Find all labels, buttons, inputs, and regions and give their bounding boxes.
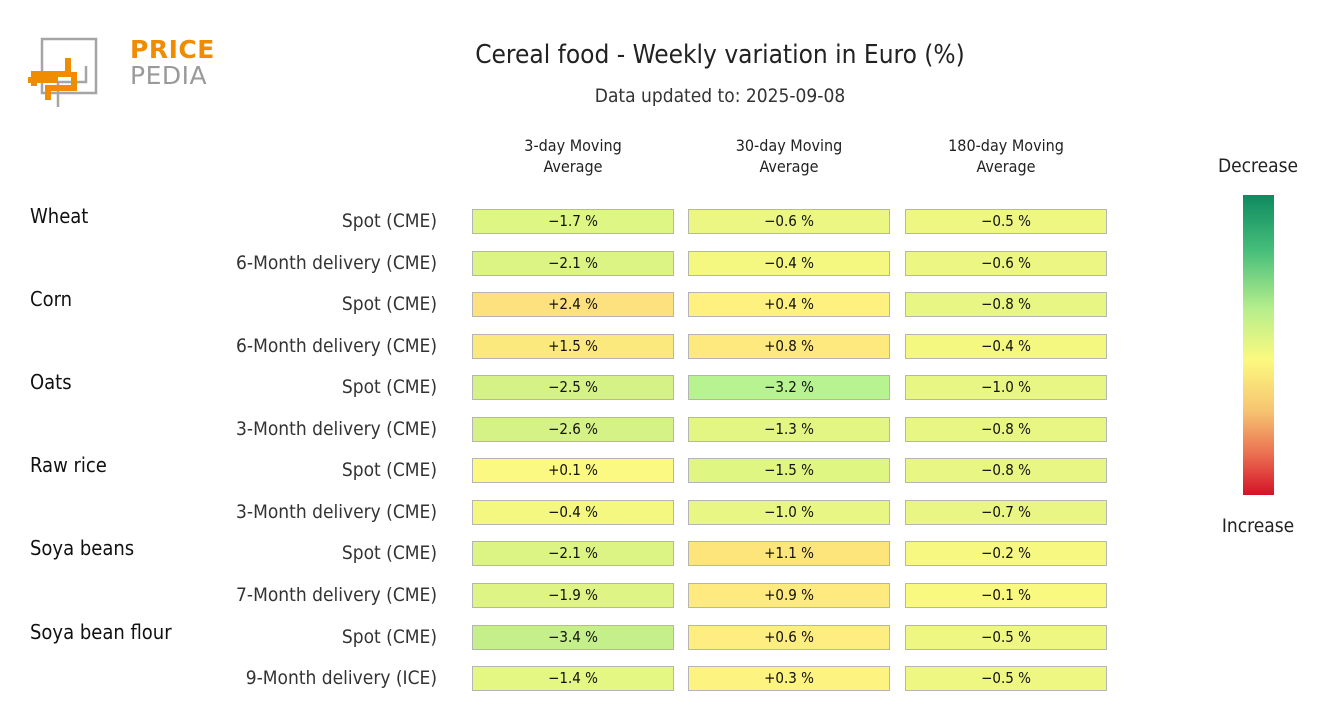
row-label: 7-Month delivery (CME) (236, 584, 437, 606)
heatmap-cell: +2.4 % (472, 292, 674, 317)
column-header-line1: 180-day Moving (948, 136, 1064, 155)
heatmap-cell: −1.0 % (905, 375, 1107, 400)
group-label: Oats (30, 370, 72, 394)
heatmap-cell: −0.4 % (905, 334, 1107, 359)
heatmap-cell: −3.4 % (472, 625, 674, 650)
heatmap-cell: +0.1 % (472, 458, 674, 483)
heatmap-cell: +0.6 % (688, 625, 890, 650)
heatmap-cell: +0.4 % (688, 292, 890, 317)
heatmap-cell: +1.5 % (472, 334, 674, 359)
group-label: Soya bean flour (30, 620, 172, 644)
column-header-30day: 30-day Moving Average (688, 135, 890, 177)
color-scale-bar (1243, 195, 1274, 495)
row-label: Spot (CME) (341, 210, 437, 232)
heatmap-cell: −1.4 % (472, 666, 674, 691)
heatmap-cell: −2.6 % (472, 417, 674, 442)
column-header-line2: Average (759, 157, 819, 176)
heatmap-cell: −2.1 % (472, 251, 674, 276)
logo-price-text: PRICE (130, 35, 215, 64)
heatmap-cell: −1.0 % (688, 500, 890, 525)
heatmap-cell: −1.5 % (688, 458, 890, 483)
column-header-line2: Average (543, 157, 603, 176)
column-header-line1: 3-day Moving (524, 136, 622, 155)
row-label: 3-Month delivery (CME) (236, 418, 437, 440)
heatmap-cell: −0.7 % (905, 500, 1107, 525)
heatmap-cell: −0.5 % (905, 209, 1107, 234)
row-label: 6-Month delivery (CME) (236, 335, 437, 357)
chart-title: Cereal food - Weekly variation in Euro (… (475, 40, 965, 70)
group-label: Wheat (30, 204, 89, 228)
row-label: Spot (CME) (341, 459, 437, 481)
row-label: Spot (CME) (341, 626, 437, 648)
heatmap-cell: −0.4 % (688, 251, 890, 276)
column-header-line1: 30-day Moving (735, 136, 843, 155)
heatmap-cell: −0.8 % (905, 458, 1107, 483)
heatmap-cell: −1.3 % (688, 417, 890, 442)
heatmap-cell: +0.9 % (688, 583, 890, 608)
heatmap-cell: −0.6 % (688, 209, 890, 234)
column-header-3day: 3-day Moving Average (472, 135, 674, 177)
column-header-180day: 180-day Moving Average (905, 135, 1107, 177)
heatmap-cell: +1.1 % (688, 541, 890, 566)
heatmap-cell: −0.5 % (905, 625, 1107, 650)
heatmap-cell: −0.2 % (905, 541, 1107, 566)
heatmap-cell: +0.3 % (688, 666, 890, 691)
heatmap-cell: −0.6 % (905, 251, 1107, 276)
heatmap-cell: +0.8 % (688, 334, 890, 359)
heatmap-cell: −0.4 % (472, 500, 674, 525)
group-label: Corn (30, 287, 73, 311)
row-label: Spot (CME) (341, 376, 437, 398)
column-header-line2: Average (976, 157, 1036, 176)
chart-subtitle: Data updated to: 2025-09-08 (594, 85, 846, 107)
heatmap-cell: −0.1 % (905, 583, 1107, 608)
heatmap-cell: −2.1 % (472, 541, 674, 566)
row-label: 6-Month delivery (CME) (236, 252, 437, 274)
heatmap-cell: −3.2 % (688, 375, 890, 400)
heatmap-cell: −1.9 % (472, 583, 674, 608)
heatmap-cell: −0.8 % (905, 417, 1107, 442)
group-label: Raw rice (30, 453, 107, 477)
logo-mark-icon (28, 37, 98, 107)
row-label: 9-Month delivery (ICE) (245, 667, 437, 689)
legend-increase-label: Increase (1221, 515, 1295, 537)
legend-decrease-label: Decrease (1217, 155, 1299, 177)
row-label: 3-Month delivery (CME) (236, 501, 437, 523)
row-label: Spot (CME) (341, 542, 437, 564)
row-label: Spot (CME) (341, 293, 437, 315)
heatmap-cell: −2.5 % (472, 375, 674, 400)
heatmap-cell: −1.7 % (472, 209, 674, 234)
logo-pedia-text: PEDIA (130, 61, 208, 90)
group-label: Soya beans (30, 536, 135, 560)
heatmap-cell: −0.5 % (905, 666, 1107, 691)
pricepedia-logo: PRICE PEDIA (28, 36, 214, 112)
heatmap-cell: −0.8 % (905, 292, 1107, 317)
